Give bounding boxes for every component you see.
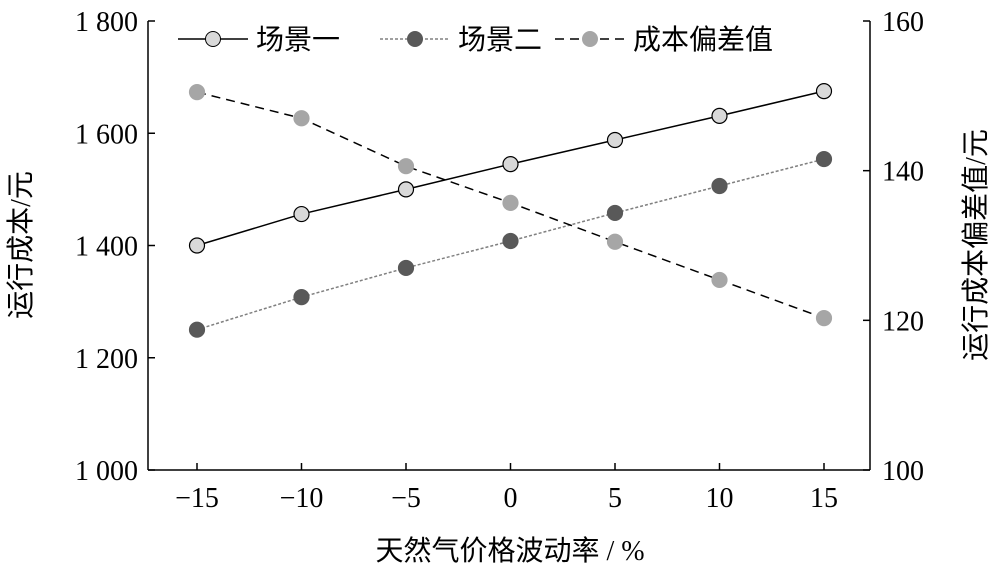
data-point [502, 194, 519, 211]
data-point [293, 289, 310, 306]
x-axis-label: 天然气价格波动率 / % [375, 535, 644, 567]
x-tick-label: −10 [280, 483, 324, 514]
y-axis-label: 运行成本/元 [5, 171, 37, 319]
data-point [188, 237, 206, 254]
data-point [711, 107, 728, 124]
y-tick-label: 1 200 [75, 344, 138, 375]
y-tick-label: 1 000 [75, 456, 138, 487]
y-tick-label: 1 600 [75, 119, 138, 150]
y2-tick-label: 140 [882, 157, 924, 188]
data-point [606, 131, 624, 149]
data-point [188, 321, 206, 338]
data-point [293, 110, 310, 127]
legend-marker [205, 31, 221, 47]
data-point [502, 156, 519, 173]
x-tick-label: 10 [706, 483, 734, 514]
data-point [815, 309, 833, 327]
data-point [711, 271, 728, 289]
y2-axis-label: 运行成本偏差值/元 [960, 129, 992, 361]
x-tick-label: 15 [810, 483, 838, 514]
data-point [711, 177, 728, 195]
y2-tick-label: 160 [882, 7, 924, 38]
legend-marker [582, 31, 598, 47]
data-point [397, 259, 415, 277]
y2-tick-label: 100 [882, 456, 924, 487]
data-point [188, 83, 206, 101]
legend-label: 场景二 [458, 25, 542, 56]
data-point [397, 181, 415, 198]
data-point [606, 233, 624, 250]
legend-marker [407, 31, 423, 47]
data-point [502, 232, 519, 250]
y2-tick-label: 120 [882, 306, 924, 337]
data-point [397, 158, 415, 175]
data-point [606, 204, 624, 222]
legend-label: 场景一 [256, 25, 340, 56]
legend-label: 成本偏差值 [633, 24, 773, 56]
y-tick-label: 1 800 [75, 7, 138, 38]
x-tick-label: −5 [391, 483, 421, 514]
x-tick-label: −15 [175, 483, 219, 514]
y-tick-label: 1 400 [75, 232, 138, 263]
x-tick-label: 5 [608, 483, 622, 514]
data-point [815, 150, 833, 168]
data-point [293, 205, 310, 223]
data-point [815, 83, 833, 100]
x-tick-label: 0 [504, 483, 518, 514]
